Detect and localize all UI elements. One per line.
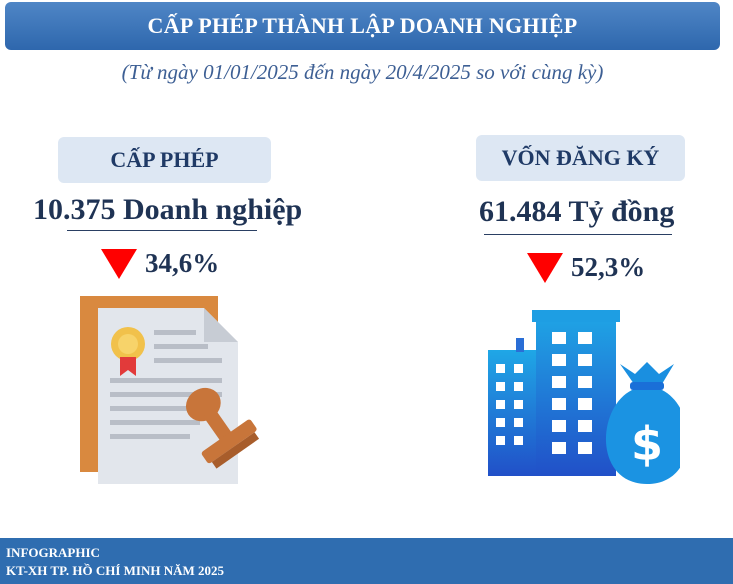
down-triangle-icon — [101, 248, 137, 279]
certificate-stamp-icon — [80, 296, 260, 484]
licenses-change: 34,6% — [101, 248, 219, 279]
down-triangle-icon — [527, 252, 563, 283]
licenses-label-box: CẤP PHÉP — [58, 137, 271, 183]
footer-line-1: INFOGRAPHIC — [6, 545, 100, 560]
licenses-value: 10.375 Doanh nghiệp — [33, 193, 303, 226]
licenses-change-value: 34,6% — [145, 248, 220, 278]
capital-change: 52,3% — [527, 252, 645, 283]
footer-line-2: KT-XH TP. HỒ CHÍ MINH NĂM 2025 — [6, 563, 225, 578]
capital-change-value: 52,3% — [571, 252, 646, 282]
title-banner: CẤP PHÉP THÀNH LẬP DOANH NGHIỆP — [5, 2, 720, 50]
dollar-sign-icon: $ — [631, 417, 663, 471]
capital-value: 61.484 Tỷ đồng — [479, 195, 675, 228]
footer-bar: INFOGRAPHIC KT-XH TP. HỒ CHÍ MINH NĂM 20… — [0, 538, 733, 584]
date-range-subtitle: (Từ ngày 01/01/2025 đến ngày 20/4/2025 s… — [121, 60, 604, 84]
licenses-label: CẤP PHÉP — [110, 147, 219, 172]
licenses-underline — [67, 230, 257, 231]
capital-underline — [484, 234, 672, 235]
page-title: CẤP PHÉP THÀNH LẬP DOANH NGHIỆP — [147, 13, 578, 38]
buildings-money-bag-icon: $ — [488, 310, 680, 484]
capital-label-box: VỐN ĐĂNG KÝ — [476, 135, 685, 181]
capital-label: VỐN ĐĂNG KÝ — [501, 145, 660, 170]
